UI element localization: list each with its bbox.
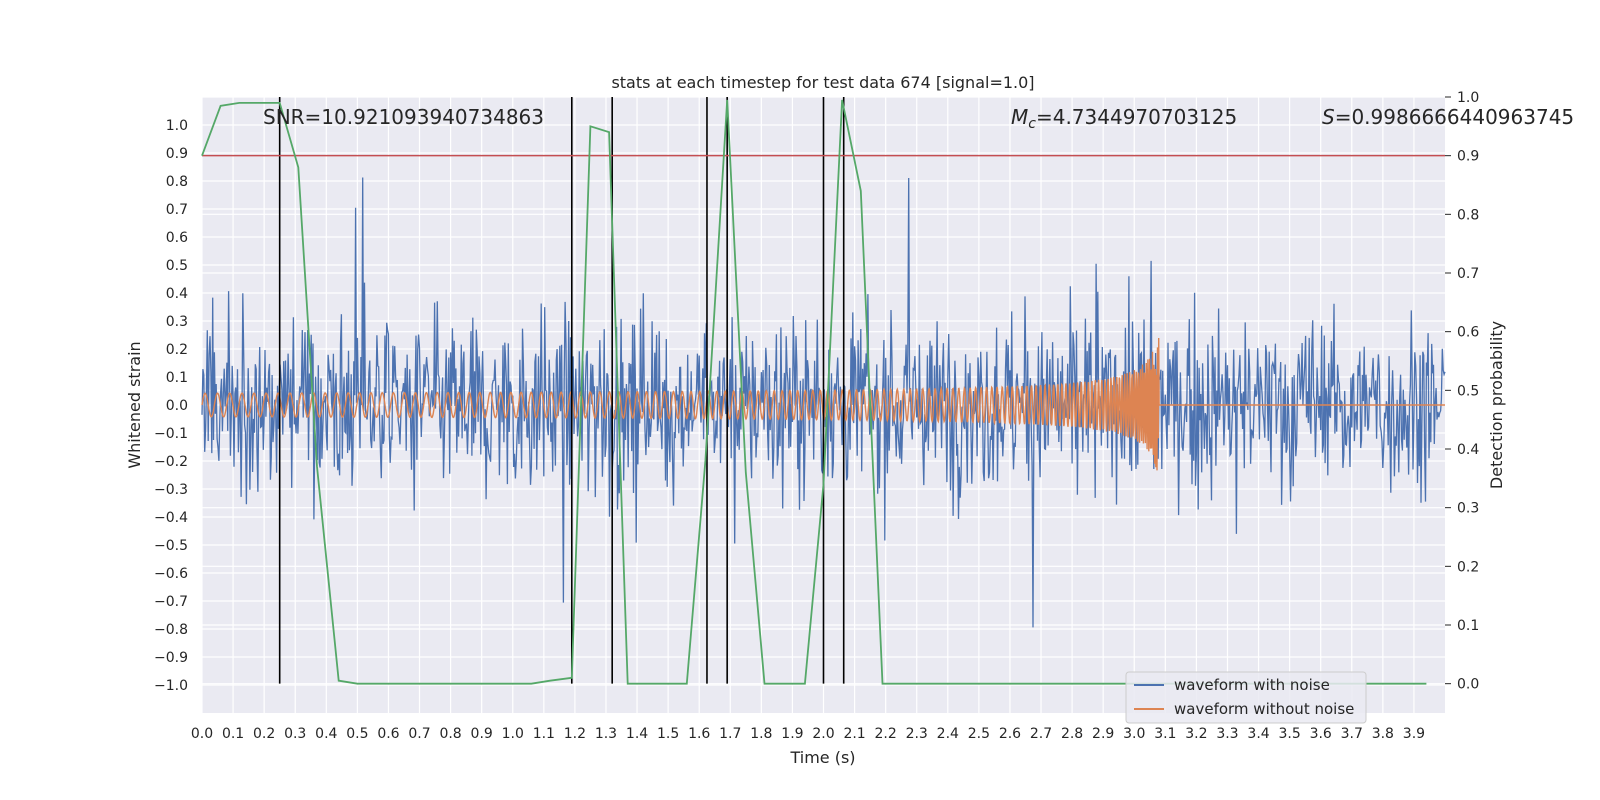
legend-label-chirp: waveform without noise xyxy=(1174,700,1354,718)
x-tick-label: 0.5 xyxy=(346,726,368,742)
x-tick-label: 3.3 xyxy=(1216,726,1238,742)
y-tick-label: −1.0 xyxy=(154,678,188,694)
x-tick-label: 0.3 xyxy=(284,726,306,742)
y-tick-label: −0.3 xyxy=(154,482,188,498)
snr-annotation: SNR=10.921093940734863 xyxy=(263,105,544,129)
y-tick-label: 0.2 xyxy=(166,342,188,358)
x-tick-label: 0.0 xyxy=(191,726,213,742)
x-tick-label: 3.2 xyxy=(1185,726,1207,742)
s-annotation: S=0.9986666440963745 xyxy=(1322,105,1574,129)
y-tick-label: −0.9 xyxy=(154,650,188,666)
y-tick-label: 0.3 xyxy=(166,314,188,330)
x-tick-label: 2.2 xyxy=(875,726,897,742)
legend: waveform with noise waveform without noi… xyxy=(1125,671,1367,724)
mc-value: =4.7344970703125 xyxy=(1036,105,1237,129)
y-tick-label: 0.9 xyxy=(166,146,188,162)
y2-tick-label: 0.7 xyxy=(1457,266,1479,282)
mc-subscript: c xyxy=(1028,116,1036,132)
y2-tick-label: 0.1 xyxy=(1457,618,1479,634)
legend-box xyxy=(1125,671,1367,724)
y-tick-label: −0.1 xyxy=(154,426,188,442)
y-tick-label: 0.0 xyxy=(166,398,188,414)
x-tick-label: 0.2 xyxy=(253,726,275,742)
x-tick-label: 0.9 xyxy=(471,726,493,742)
x-tick-label: 3.8 xyxy=(1372,726,1394,742)
x-tick-label: 3.7 xyxy=(1341,726,1363,742)
x-tick-label: 1.8 xyxy=(750,726,772,742)
y-tick-label: −0.5 xyxy=(154,538,188,554)
chart-title: stats at each timestep for test data 674… xyxy=(611,73,1034,92)
s-symbol: S xyxy=(1322,105,1335,129)
x-tick-label: 2.5 xyxy=(968,726,990,742)
event-lines xyxy=(278,97,845,684)
x-tick-label: 2.9 xyxy=(1092,726,1114,742)
x-tick-label: 0.1 xyxy=(222,726,244,742)
x-tick-label: 2.4 xyxy=(937,726,959,742)
y-tick-label: 0.4 xyxy=(166,286,188,302)
y-tick-labels: 1.0 0.9 0.8 0.7 0.6 0.5 0.4 0.3 0.2 0.1 0.0 −0.1 −0.… xyxy=(154,118,188,694)
x-tick-labels: 0.0 0.1 0.2 0.3 0.4 0.5 0.6 0.7 0.8 0.9 1.0 1.1 1.2 1… xyxy=(191,726,1425,742)
y2-tick-label: 0.3 xyxy=(1457,501,1479,517)
x-tick-label: 3.0 xyxy=(1123,726,1145,742)
y-tick-label: 0.5 xyxy=(166,258,188,274)
x-tick-label: 1.3 xyxy=(595,726,617,742)
y-tick-label: 0.8 xyxy=(166,174,188,190)
x-tick-label: 2.6 xyxy=(999,726,1021,742)
chirp-mass-annotation: Mc=4.7344970703125 xyxy=(1011,105,1237,132)
x-tick-label: 3.1 xyxy=(1154,726,1176,742)
x-tick-label: 3.9 xyxy=(1403,726,1425,742)
y-tick-label: −0.6 xyxy=(154,566,188,582)
x-tick-label: 3.4 xyxy=(1247,726,1269,742)
x-tick-label: 1.7 xyxy=(719,726,741,742)
x-tick-label: 1.1 xyxy=(533,726,555,742)
y2-tick-label: 1.0 xyxy=(1457,90,1479,106)
x-tick-label: 3.5 xyxy=(1278,726,1300,742)
x-tick-label: 1.0 xyxy=(502,726,524,742)
y2-tick-label: 0.5 xyxy=(1457,383,1479,399)
x-tick-label: 0.6 xyxy=(377,726,399,742)
y2-tick-labels: 1.0 0.9 0.8 0.7 0.6 0.5 0.4 0.3 0.2 0.1 0.0 xyxy=(1445,90,1479,693)
x-tick-label: 1.2 xyxy=(564,726,586,742)
y-axis-label: Whitened strain xyxy=(125,341,144,468)
x-tick-label: 2.0 xyxy=(812,726,834,742)
y-tick-label: −0.8 xyxy=(154,622,188,638)
mc-symbol: M xyxy=(1011,105,1028,129)
y-tick-label: 0.1 xyxy=(166,370,188,386)
x-tick-label: 1.5 xyxy=(657,726,679,742)
y-tick-label: 0.7 xyxy=(166,202,188,218)
y2-tick-label: 0.6 xyxy=(1457,325,1479,341)
y2-tick-label: 0.0 xyxy=(1457,677,1479,693)
x-tick-label: 2.3 xyxy=(906,726,928,742)
y-tick-label: 0.6 xyxy=(166,230,188,246)
y-tick-label: 1.0 xyxy=(166,118,188,134)
y2-tick-label: 0.8 xyxy=(1457,207,1479,223)
x-axis-label: Time (s) xyxy=(789,748,855,767)
x-tick-label: 1.6 xyxy=(688,726,710,742)
x-tick-label: 2.1 xyxy=(843,726,865,742)
y-tick-label: −0.2 xyxy=(154,454,188,470)
y2-tick-label: 0.2 xyxy=(1457,559,1479,575)
x-tick-label: 0.8 xyxy=(439,726,461,742)
x-tick-label: 0.7 xyxy=(408,726,430,742)
y2-tick-label: 0.9 xyxy=(1457,149,1479,165)
y2-axis-label: Detection probability xyxy=(1487,321,1506,489)
y-tick-label: −0.7 xyxy=(154,594,188,610)
x-tick-label: 2.7 xyxy=(1030,726,1052,742)
x-tick-label: 3.6 xyxy=(1310,726,1332,742)
legend-label-noise: waveform with noise xyxy=(1174,676,1330,694)
x-tick-label: 2.8 xyxy=(1061,726,1083,742)
y2-tick-label: 0.4 xyxy=(1457,442,1479,458)
x-tick-label: 1.4 xyxy=(626,726,648,742)
s-value: =0.9986666440963745 xyxy=(1335,105,1574,129)
x-tick-label: 0.4 xyxy=(315,726,337,742)
x-tick-label: 1.9 xyxy=(781,726,803,742)
y-tick-label: −0.4 xyxy=(154,510,188,526)
